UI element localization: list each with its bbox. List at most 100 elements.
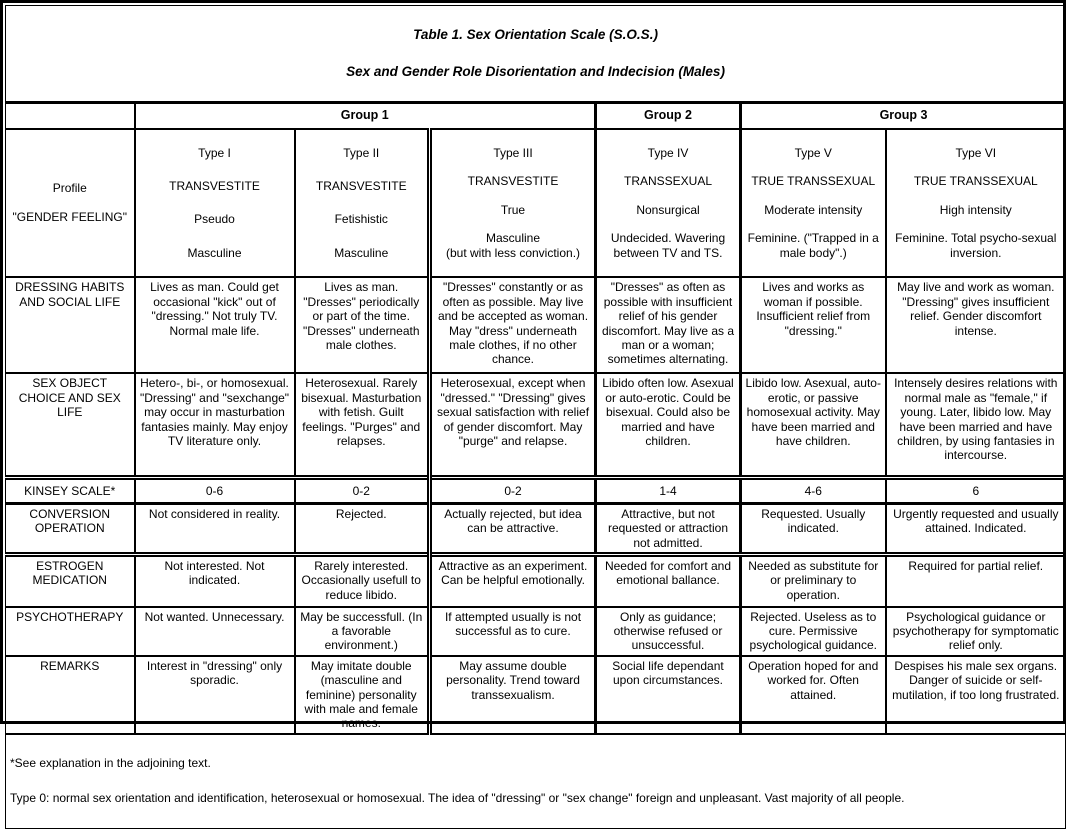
type-variant: Nonsurgical (636, 202, 700, 217)
sex-object-row: SEX OBJECT CHOICE AND SEX LIFE Hetero-, … (5, 372, 1066, 478)
row-label-kinsey-scale: KINSEY SCALE* (5, 474, 135, 504)
dressing-habits-row: DRESSING HABITS AND SOCIAL LIFE Lives as… (5, 276, 1066, 374)
conversion-type-6-cell: Urgently requested and usually attained.… (884, 501, 1066, 555)
conversion-operation-row: CONVERSION OPERATION Not considered in r… (5, 501, 1066, 555)
estrogen-type-2-cell: Rarely interested. Occasionally usefull … (293, 552, 430, 607)
row-label-psychotherapy: PSYCHOTHERAPY (5, 605, 135, 656)
footnote-row: *See explanation in the adjoining text. … (5, 732, 1066, 829)
type-category: TRANSVESTITE (315, 179, 407, 194)
psychotherapy-type-4-cell: Only as guidance; otherwise refused or u… (594, 605, 741, 656)
conversion-type-3-cell: Actually rejected, but idea can be attra… (427, 501, 596, 555)
row-label-conversion: CONVERSION OPERATION (5, 501, 135, 555)
type-category: TRANSVESTITE (467, 174, 559, 189)
type-category: TRANSVESTITE (169, 179, 260, 194)
sex-object-type-1-cell: Hetero-, bi-, or homosexual. "Dressing" … (133, 372, 295, 478)
type-gender-feeling: Masculine (334, 245, 389, 260)
row-label-sex-object: SEX OBJECT CHOICE AND SEX LIFE (5, 372, 135, 478)
conversion-type-1-cell: Not considered in reality. (133, 501, 295, 555)
type-name: Type II (343, 145, 380, 160)
profile-type-1: Type I TRANSVESTITE Pseudo Masculine (133, 127, 295, 278)
profile-type-3: Type III TRANSVESTITE True Masculine (bu… (427, 127, 596, 278)
profile-label-line1: Profile (52, 181, 87, 196)
conversion-type-2-cell: Rejected. (293, 501, 430, 555)
psychotherapy-type-5-cell: Rejected. Useless as to cure. Permissive… (739, 605, 886, 656)
remarks-type-4-cell: Social life dependant upon circumstances… (594, 654, 741, 734)
type-variant: Fetishistic (334, 212, 388, 227)
profile-label-line2: "GENDER FEELING" (12, 210, 128, 225)
profile-type-5: Type V TRUE TRANSSEXUAL Moderate intensi… (739, 127, 886, 278)
sex-object-type-4-cell: Libido often low. Asexual or auto-erotic… (594, 372, 741, 478)
type-category: TRANSSEXUAL (623, 174, 713, 189)
table-title: Table 1. Sex Orientation Scale (S.O.S.) … (6, 6, 1066, 103)
profile-type-2: Type II TRANSVESTITE Fetishistic Masculi… (293, 127, 430, 278)
kinsey-type-5-cell: 4-6 (739, 474, 886, 504)
profile-type-4: Type IV TRANSSEXUAL Nonsurgical Undecide… (594, 127, 741, 278)
sex-object-type-2-cell: Heterosexual. Rarely bisexual. Masturbat… (293, 372, 430, 478)
sex-object-type-5-cell: Libido low. Asexual, auto-erotic, or pas… (739, 372, 886, 478)
type-variant: True (500, 202, 526, 217)
corner-cell (5, 101, 135, 129)
type-gender-feeling: Masculine (187, 245, 242, 260)
row-label-dressing-habits: DRESSING HABITS AND SOCIAL LIFE (5, 276, 135, 374)
remarks-type-6-cell: Despises his male sex organs. Danger of … (884, 654, 1066, 734)
sex-object-type-3-cell: Heterosexual, except when "dressed." "Dr… (427, 372, 596, 478)
type-variant: High intensity (939, 202, 1012, 217)
estrogen-type-5-cell: Needed as substitute for or preliminary … (739, 552, 886, 607)
type-name: Type III (493, 145, 533, 160)
row-label-remarks: REMARKS (5, 654, 135, 734)
footnote-line2: Type 0: normal sex orientation and ident… (10, 790, 905, 805)
type-name: Type I (198, 145, 231, 160)
psychotherapy-type-3-cell: If attempted usually is not successful a… (427, 605, 596, 656)
estrogen-type-6-cell: Required for partial relief. (884, 552, 1066, 607)
type-gender-feeling: Feminine. Total psycho-sexual inversion. (895, 231, 1057, 260)
remarks-type-5-cell: Operation hoped for and worked for. Ofte… (739, 654, 886, 734)
row-label-profile: Profile "GENDER FEELING" (5, 127, 135, 278)
type-name: Type VI (955, 145, 997, 160)
profile-type-6: Type VI TRUE TRANSSEXUAL High intensity … (884, 127, 1066, 278)
dressing-type-3-cell: "Dresses" constantly or as often as poss… (427, 276, 596, 374)
dressing-type-1-cell: Lives as man. Could get occasional "kick… (133, 276, 295, 374)
dressing-type-4-cell: "Dresses" as often as possible with insu… (594, 276, 741, 374)
remarks-type-3-cell: May assume double personality. Trend tow… (427, 654, 596, 734)
type-category: TRUE TRANSSEXUAL (913, 174, 1038, 189)
conversion-type-5-cell: Requested. Usually indicated. (739, 501, 886, 555)
kinsey-type-3-cell: 0-2 (427, 474, 596, 504)
psychotherapy-row: PSYCHOTHERAPY Not wanted. Unnecessary. M… (5, 605, 1066, 656)
estrogen-type-3-cell: Attractive as an experiment. Can be help… (427, 552, 596, 607)
estrogen-type-4-cell: Needed for comfort and emotional ballanc… (594, 552, 741, 607)
psychotherapy-type-1-cell: Not wanted. Unnecessary. (133, 605, 295, 656)
group-2-header: Group 2 (594, 101, 741, 129)
type-gender-feeling: Undecided. Wavering between TV and TS. (610, 231, 726, 260)
remarks-row: REMARKS Interest in "dressing" only spor… (5, 654, 1066, 734)
footnote-line1: *See explanation in the adjoining text. (10, 756, 211, 771)
group-header-row: Group 1 Group 2 Group 3 (5, 101, 1066, 129)
kinsey-type-4-cell: 1-4 (594, 474, 741, 504)
type-name: Type IV (647, 145, 689, 160)
group-1-header: Group 1 (133, 101, 596, 129)
table-title-line1: Table 1. Sex Orientation Scale (S.O.S.) (413, 27, 658, 43)
profile-row: Profile "GENDER FEELING" Type I TRANSVES… (5, 127, 1066, 278)
table-title-line2: Sex and Gender Role Disorientation and I… (346, 63, 725, 79)
type-name: Type V (794, 145, 832, 160)
dressing-type-2-cell: Lives as man. "Dresses" periodically or … (293, 276, 430, 374)
type-gender-feeling: Feminine. ("Trapped in a male body".) (747, 231, 879, 260)
estrogen-medication-row: ESTROGEN MEDICATION Not interested. Not … (5, 552, 1066, 607)
estrogen-type-1-cell: Not interested. Not indicated. (133, 552, 295, 607)
type-variant: Moderate intensity (764, 202, 863, 217)
type-variant: Pseudo (194, 212, 235, 227)
conversion-type-4-cell: Attractive, but not requested or attract… (594, 501, 741, 555)
remarks-type-2-cell: May imitate double (masculine and femini… (293, 654, 430, 734)
psychotherapy-type-2-cell: May be successfull. (In a favorable envi… (293, 605, 430, 656)
dressing-type-6-cell: May live and work as woman. "Dressing" g… (884, 276, 1066, 374)
kinsey-type-2-cell: 0-2 (293, 474, 430, 504)
type-category: TRUE TRANSSEXUAL (751, 174, 876, 189)
title-row: Table 1. Sex Orientation Scale (S.O.S.) … (6, 6, 1066, 103)
group-3-header: Group 3 (738, 101, 1066, 129)
row-label-estrogen: ESTROGEN MEDICATION (5, 552, 135, 607)
psychotherapy-type-6-cell: Psychological guidance or psychotherapy … (884, 605, 1066, 656)
kinsey-type-1-cell: 0-6 (133, 474, 295, 504)
remarks-type-1-cell: Interest in "dressing" only sporadic. (133, 654, 295, 734)
type-gender-feeling: Masculine (but with less conviction.) (445, 231, 581, 260)
